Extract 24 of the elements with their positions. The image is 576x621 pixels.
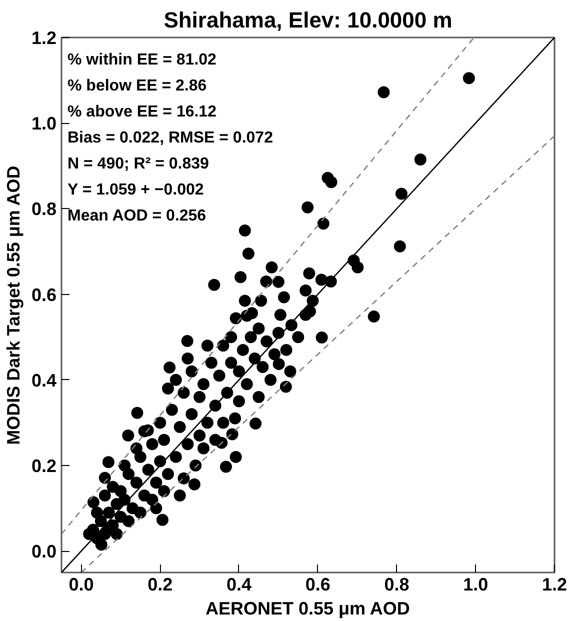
- x-axis-title: AERONET 0.55 μm AOD: [205, 598, 410, 618]
- annotation: N = 490; R² = 0.839: [68, 156, 210, 172]
- annotation: % within EE = 81.02: [68, 52, 217, 68]
- annotation: Y = 1.059 + −0.002: [68, 182, 204, 198]
- y-axis-title: MODIS Dark Target 0.55 μm AOD: [3, 166, 24, 445]
- y-tick-label: 0.2: [31, 456, 57, 476]
- x-tick-label: 1.0: [463, 574, 488, 594]
- x-tick-label: 0.8: [384, 574, 410, 594]
- annotation: % below EE = 2.86: [68, 78, 207, 94]
- annotation: % above EE = 16.12: [68, 104, 217, 120]
- y-tick-label: 0.0: [31, 542, 57, 562]
- annotation: Mean AOD = 0.256: [68, 208, 206, 224]
- x-tick-label: 0.0: [68, 574, 94, 594]
- x-tick-label: 1.2: [542, 574, 568, 594]
- y-tick-label: 0.6: [31, 284, 57, 305]
- x-tick-label: 0.6: [305, 574, 330, 594]
- y-tick-label: 1.0: [31, 114, 57, 134]
- y-tick-label: 1.2: [31, 28, 57, 48]
- y-tick-label: 0.4: [31, 370, 57, 390]
- chart-title: Shirahama, Elev: 10.0000 m: [164, 8, 452, 32]
- annotation: Bias = 0.022, RMSE = 0.072: [68, 130, 274, 146]
- y-tick-label: 0.8: [31, 199, 57, 220]
- x-tick-label: 0.2: [148, 574, 173, 594]
- x-tick-label: 0.4: [226, 574, 252, 594]
